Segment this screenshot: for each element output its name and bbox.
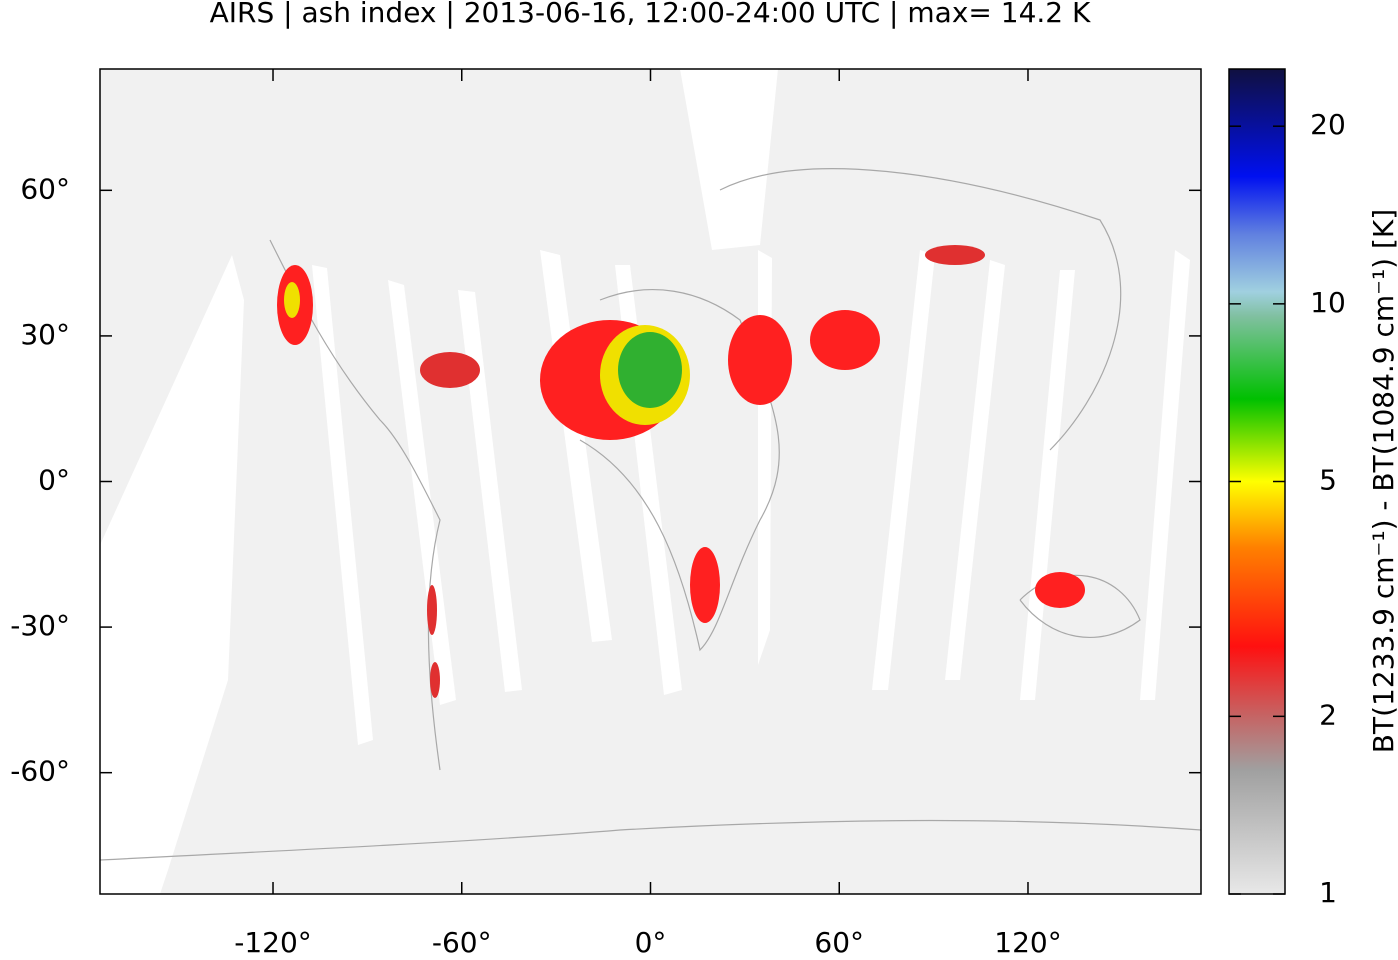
y-tick-label: -60° (10, 755, 70, 788)
y-tick-label: 30° (20, 318, 70, 351)
x-tick-label: -120° (234, 926, 312, 956)
x-tick-label: -60° (432, 926, 492, 956)
data-gaps (100, 69, 1190, 894)
colorbar-tick-label: 5 (1319, 464, 1337, 497)
colorbar-tick-label: 20 (1310, 108, 1346, 141)
x-tick-label: 60° (814, 926, 864, 956)
ash-signal (277, 245, 1085, 698)
map (100, 69, 1201, 894)
coastlines (100, 168, 1201, 861)
chart-title: AIRS | ash index | 2013-06-16, 12:00-24:… (210, 0, 1091, 29)
colorbar-tick-label: 1 (1319, 876, 1337, 909)
y-tick-label: 0° (38, 464, 70, 497)
y-tick-label: -30° (10, 609, 70, 642)
x-tick-label: 120° (994, 926, 1061, 956)
colorbar-tick-label: 10 (1310, 286, 1346, 319)
x-tick-label: 0° (635, 926, 667, 956)
colorbar-tick-label: 2 (1319, 698, 1337, 731)
y-tick-label: 60° (20, 172, 70, 205)
colorbar-label: BT(1233.9 cm⁻¹) - BT(1084.9 cm⁻¹) [K] (1367, 209, 1398, 753)
